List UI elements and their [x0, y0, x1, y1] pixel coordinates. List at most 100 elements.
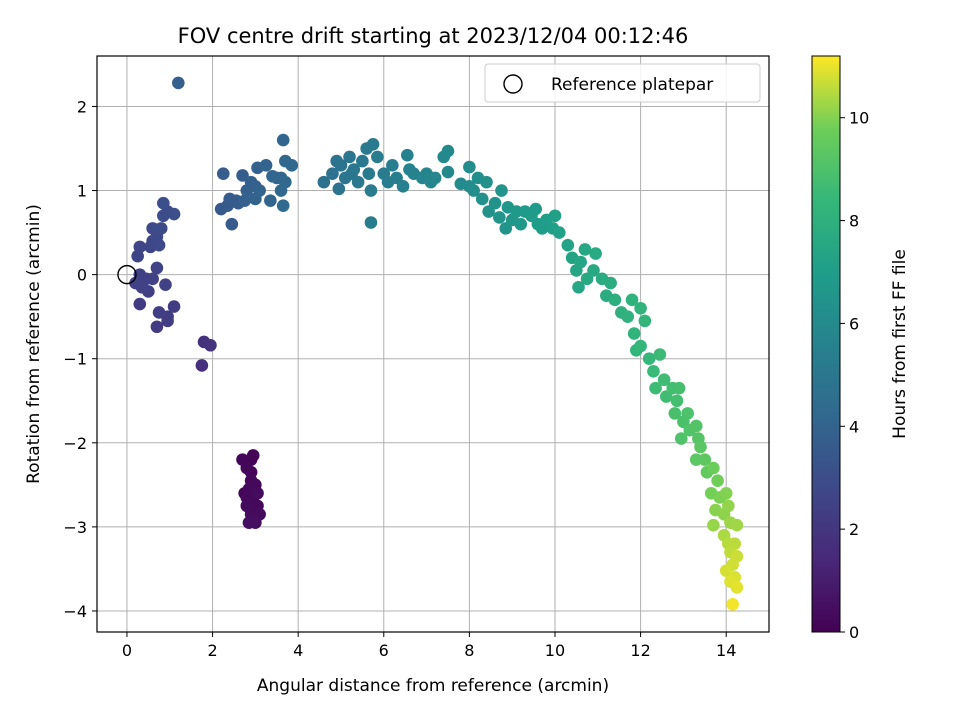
- colorbar-tick-label: 0: [849, 623, 859, 642]
- x-tick-label: 4: [293, 641, 303, 660]
- scatter-point: [356, 154, 369, 168]
- y-axis-title: Rotation from reference (arcmin): [24, 204, 44, 484]
- scatter-point: [150, 320, 164, 334]
- scatter-point: [634, 339, 647, 353]
- scatter-point: [276, 199, 290, 212]
- scatter-point: [587, 264, 600, 277]
- x-axis-ticks: 0 2 4 6 8 10 12 14: [122, 632, 736, 660]
- scatter-point: [726, 597, 739, 611]
- scatter-point: [195, 359, 209, 372]
- scatter-point: [730, 581, 744, 594]
- scatter-point: [428, 171, 442, 185]
- scatter-point: [707, 518, 720, 532]
- scatter-point: [604, 276, 617, 290]
- x-tick-label: 8: [464, 641, 474, 660]
- scatter-point: [627, 327, 641, 340]
- scatter-point: [225, 217, 239, 231]
- scatter-point: [689, 419, 703, 433]
- x-axis-title: Angular distance from reference (arcmin): [257, 676, 609, 696]
- scatter-point: [589, 247, 602, 260]
- scatter-point: [561, 238, 575, 252]
- legend-label: Reference platepar: [551, 75, 713, 95]
- scatter-point: [154, 222, 168, 235]
- scatter-point: [719, 486, 733, 500]
- scatter-point: [216, 167, 230, 181]
- scatter-point: [364, 216, 378, 229]
- x-tick-label: 12: [630, 641, 650, 660]
- scatter-point: [204, 338, 217, 352]
- scatter-point: [396, 180, 410, 193]
- scatter-point: [475, 192, 489, 206]
- scatter-point: [135, 280, 149, 294]
- scatter-point: [238, 194, 251, 207]
- scatter-point: [351, 175, 365, 189]
- scatter-point: [698, 453, 712, 466]
- x-tick-label: 6: [379, 641, 389, 660]
- colorbar-ticks: 0 2 4 6 8 10: [840, 109, 869, 642]
- scatter-point: [657, 373, 671, 387]
- y-tick-label: −1: [63, 350, 87, 369]
- scatter-point: [514, 217, 528, 231]
- scatter-point: [259, 159, 273, 172]
- colorbar-tick-label: 2: [849, 520, 859, 539]
- legend-box: [484, 63, 761, 103]
- scatter-point: [152, 306, 166, 319]
- scatter-point: [608, 293, 622, 307]
- scatter-point: [317, 175, 331, 189]
- colorbar-tick-label: 4: [849, 417, 859, 436]
- scatter-point: [574, 255, 587, 269]
- scatter-point: [159, 278, 172, 292]
- scatter-point: [236, 169, 249, 182]
- chart-title: FOV centre drift starting at 2023/12/04 …: [178, 24, 689, 48]
- scatter-point: [386, 159, 399, 172]
- scatter-point: [467, 184, 480, 197]
- reference-platepar-marker: [117, 264, 137, 285]
- scatter-point: [653, 348, 667, 361]
- y-tick-label: −4: [63, 602, 87, 621]
- scatter-point: [366, 137, 380, 151]
- scatter-point: [694, 440, 707, 454]
- scatter-point: [642, 352, 656, 366]
- scatter-point: [681, 407, 694, 420]
- scatter-point: [441, 165, 455, 179]
- scatter-point: [240, 461, 254, 475]
- scatter-point: [722, 499, 735, 513]
- scatter-point: [495, 184, 508, 197]
- scatter-point: [638, 314, 652, 328]
- scatter-point: [251, 486, 264, 500]
- colorbar-title: Hours from first FF file: [890, 249, 910, 439]
- scatter-point: [674, 432, 688, 445]
- scatter-point: [552, 226, 566, 239]
- scatter-point: [670, 394, 684, 408]
- scatter-point: [146, 272, 159, 286]
- scatter-point: [161, 314, 174, 328]
- plot-frame: [96, 55, 770, 633]
- y-tick-label: 2: [77, 97, 87, 116]
- scatter-point: [441, 144, 455, 158]
- scatter-point: [719, 564, 733, 577]
- scatter-point: [668, 407, 682, 420]
- scatter-point: [634, 301, 647, 315]
- x-tick-label: 14: [716, 641, 736, 660]
- scatter-point: [133, 297, 147, 311]
- scatter-point: [150, 261, 164, 275]
- colorbar-tick-label: 8: [849, 212, 859, 231]
- scatter-point: [548, 209, 562, 223]
- colorbar-tick-label: 6: [849, 314, 859, 333]
- grid-lines: [97, 56, 769, 632]
- scatter-point: [133, 240, 147, 254]
- x-tick-label: 2: [207, 641, 217, 660]
- scatter-point: [332, 182, 346, 196]
- scatter-point: [529, 202, 543, 216]
- scatter-point: [249, 516, 262, 529]
- scatter-point: [672, 381, 686, 395]
- scatter-point: [167, 207, 181, 221]
- scatter-point: [334, 159, 348, 172]
- scatter-point: [172, 76, 185, 90]
- scatter-point: [347, 163, 361, 176]
- scatter-point: [488, 196, 502, 210]
- scatter-point: [276, 133, 290, 147]
- scatter-point: [343, 150, 356, 164]
